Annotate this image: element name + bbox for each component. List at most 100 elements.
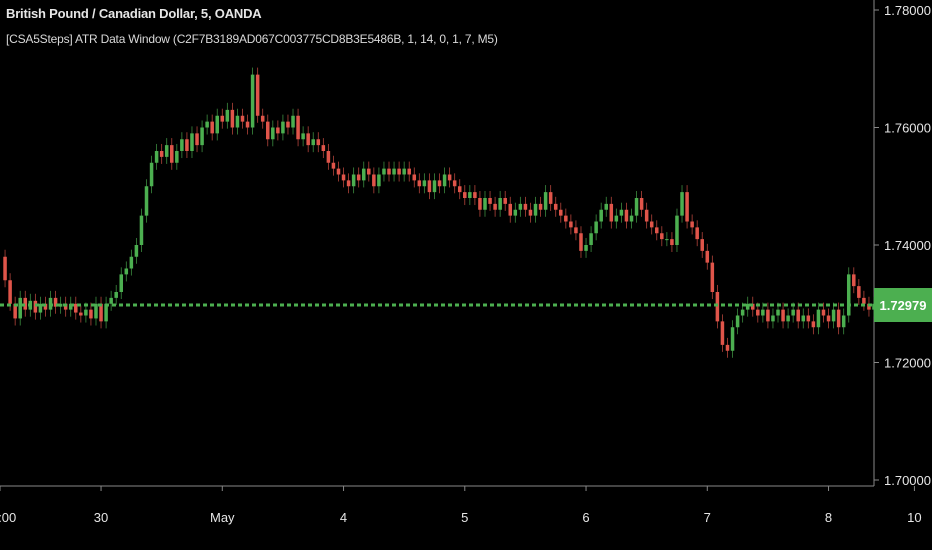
time-tick-label: 4	[340, 510, 347, 525]
candle-body	[513, 209, 518, 216]
candle-body	[427, 180, 432, 193]
candle-body	[594, 221, 598, 234]
candle-body	[781, 309, 785, 322]
candle-body	[200, 127, 204, 146]
candle-body	[58, 303, 63, 307]
candle-body	[114, 292, 118, 298]
price-tick-label: 1.76000	[884, 121, 931, 136]
candle-body	[473, 192, 477, 198]
candle-body	[109, 297, 113, 304]
candle-body	[124, 268, 129, 275]
candle-body	[806, 315, 811, 322]
candle-body	[553, 203, 558, 210]
candle-body	[660, 233, 664, 240]
candle-body	[756, 309, 760, 316]
time-tick-label: 06:00	[0, 510, 16, 525]
time-tick-label: May	[210, 510, 235, 525]
candle-body	[422, 180, 427, 187]
candle-body	[149, 162, 154, 187]
candle-body	[629, 215, 634, 222]
candle-body	[190, 133, 194, 151]
candle-body	[852, 274, 856, 287]
candle-body	[139, 215, 144, 245]
candle-body	[372, 174, 376, 187]
candle-body	[281, 121, 285, 134]
candle-body	[74, 303, 78, 313]
candle-body	[215, 115, 219, 134]
price-tick-label: 1.72000	[884, 356, 931, 371]
time-tick-label: 5	[461, 510, 468, 525]
candle-body	[276, 127, 280, 134]
candle-body	[710, 262, 715, 292]
candle-body	[801, 315, 806, 322]
candle-body	[705, 250, 710, 263]
candle-body	[387, 168, 391, 175]
candle-body	[119, 274, 124, 292]
candle-body	[432, 180, 437, 193]
candle-body	[336, 168, 341, 175]
candle-body	[644, 209, 649, 222]
candle-body	[649, 221, 654, 228]
candle-body	[478, 198, 482, 210]
price-tick-label: 1.78000	[884, 3, 931, 18]
price-tick-label: 1.70000	[884, 473, 931, 488]
candle-body	[38, 303, 43, 313]
candle-body	[508, 203, 513, 216]
candle-body	[715, 292, 720, 322]
candle-body	[695, 227, 699, 240]
candle-body	[3, 256, 7, 281]
candle-body	[326, 151, 331, 163]
candle-body	[230, 109, 235, 128]
candle-body	[862, 297, 866, 304]
candle-body	[468, 192, 472, 198]
candle-body	[53, 297, 58, 307]
candle-body	[286, 121, 290, 128]
time-tick-label: 6	[582, 510, 589, 525]
candle-body	[579, 233, 583, 251]
candle-body	[442, 174, 447, 187]
candle-body	[407, 168, 411, 175]
candle-body	[377, 174, 381, 187]
candle-body	[624, 209, 629, 222]
candle-body	[771, 315, 775, 322]
candle-body	[685, 192, 689, 222]
candle-body	[291, 115, 295, 128]
candle-body	[604, 203, 609, 210]
candle-body	[240, 115, 245, 122]
candle-body	[452, 180, 457, 187]
candle-body	[437, 180, 442, 187]
candle-body	[447, 174, 452, 181]
candle-body	[730, 327, 735, 351]
candle-body	[79, 312, 83, 316]
candle-body	[735, 315, 740, 328]
candle-body	[154, 151, 159, 163]
candle-body	[857, 286, 861, 298]
candle-body	[816, 309, 821, 328]
candle-body	[134, 245, 139, 257]
candle-body	[84, 309, 88, 316]
candle-body	[175, 151, 179, 163]
candle-body	[569, 221, 573, 228]
candle-body	[397, 168, 401, 175]
candle-body	[867, 303, 871, 310]
indicator-legend[interactable]: [CSA5Steps] ATR Data Window (C2F7B3189AD…	[6, 32, 498, 46]
candle-body	[63, 303, 68, 310]
candle-body	[129, 256, 134, 269]
candle-body	[271, 127, 275, 140]
candle-body	[311, 139, 315, 146]
candle-body	[831, 309, 836, 322]
time-tick-label: 7	[704, 510, 711, 525]
candle-body	[301, 133, 305, 140]
candle-body	[725, 344, 730, 351]
candle-body	[417, 180, 422, 187]
candle-body	[720, 321, 725, 345]
candle-body	[89, 309, 93, 319]
candle-body	[457, 186, 462, 193]
candle-body	[210, 121, 214, 134]
candle-body	[609, 203, 614, 222]
candle-body	[18, 297, 22, 319]
candle-body	[43, 303, 48, 310]
candle-body	[23, 297, 28, 310]
